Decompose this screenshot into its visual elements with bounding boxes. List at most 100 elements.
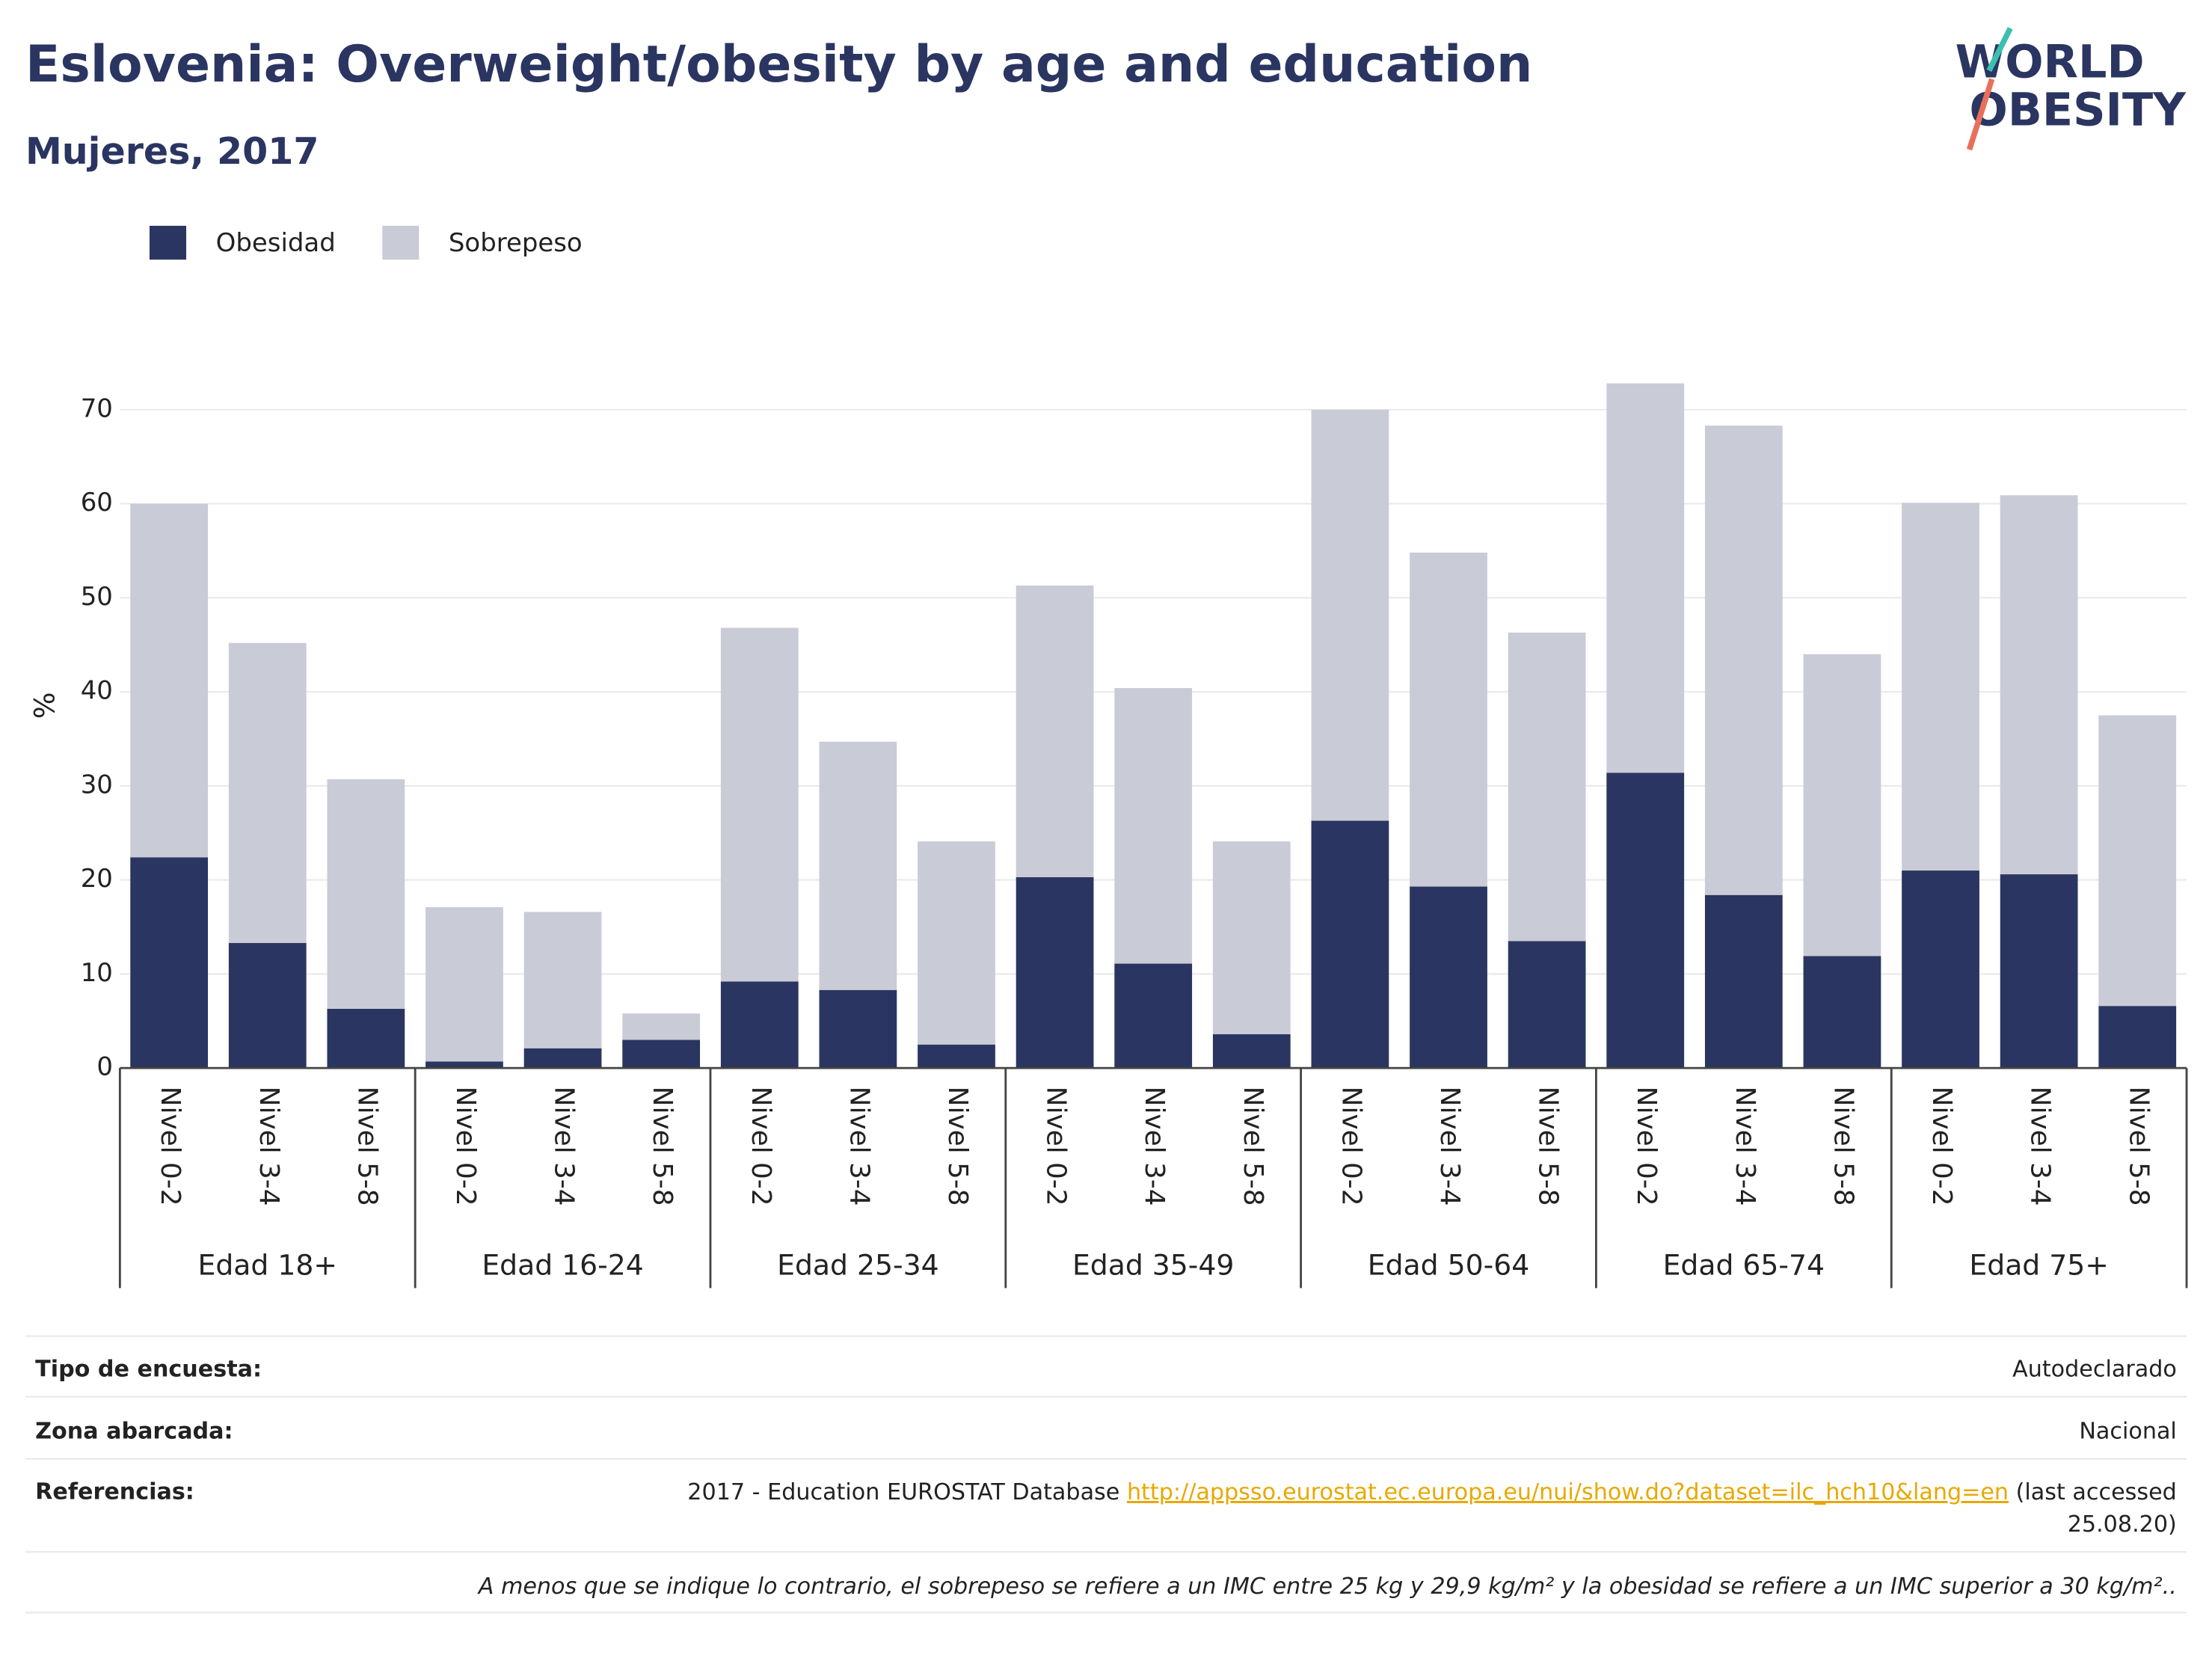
x-tick-label: Nivel 3-4: [549, 1087, 580, 1206]
group-label: Edad 16-24: [482, 1249, 643, 1282]
y-tick-label: 70: [81, 393, 113, 423]
group-label: Edad 65-74: [1663, 1249, 1825, 1282]
x-tick-label: Nivel 0-2: [1041, 1087, 1072, 1206]
logo-slash: [1986, 27, 2013, 73]
bar-segment: [327, 1008, 405, 1069]
legend-label: Obesidad: [216, 228, 336, 258]
bar-segment: [228, 642, 307, 943]
reference-text: 2017 - Education EUROSTAT Database http:…: [687, 1479, 2177, 1505]
bar-segment: [2098, 715, 2177, 1007]
y-tick-label: 10: [81, 958, 113, 988]
logo-text: WORLD: [1956, 36, 2145, 88]
bar-segment: [622, 1040, 701, 1069]
bar-segment: [228, 942, 307, 1069]
y-tick-label: 30: [81, 770, 113, 799]
group-label: Edad 50-64: [1368, 1249, 1529, 1282]
x-tick-label: Nivel 3-4: [2025, 1087, 2056, 1206]
x-tick-label: Nivel 3-4: [254, 1087, 284, 1206]
bar-segment: [720, 627, 799, 982]
bar-segment: [1902, 503, 1979, 871]
bar-segment: [1704, 894, 1783, 1069]
bar-segment: [1803, 956, 1881, 1069]
bar-segment: [819, 989, 897, 1069]
group-label: Edad 18+: [198, 1249, 337, 1282]
chart-title: Eslovenia: Overweight/obesity by age and…: [25, 35, 1532, 94]
bar-segment: [1508, 632, 1586, 942]
x-tick-label: Nivel 5-8: [942, 1087, 973, 1206]
y-tick-label: 50: [81, 582, 113, 612]
bar-segment: [130, 503, 209, 858]
reference-link: http://appsso.eurostat.ec.europa.eu/nui/…: [1127, 1479, 2009, 1505]
y-tick-label: 60: [81, 488, 113, 518]
bar-segment: [622, 1013, 701, 1040]
reference-suffix: (last accessed: [2009, 1479, 2177, 1505]
bar-segment: [1114, 963, 1193, 1069]
bar-segment: [918, 1044, 995, 1069]
x-tick-label: Nivel 0-2: [1336, 1087, 1366, 1206]
group-label: Edad 75+: [1969, 1249, 2108, 1282]
x-tick-label: Nivel 5-8: [1828, 1087, 1858, 1206]
x-tick-label: Nivel 0-2: [1631, 1087, 1662, 1206]
bar-segment: [2000, 495, 2078, 875]
bar-segment: [130, 857, 209, 1069]
reference-suffix: 25.08.20): [2068, 1511, 2177, 1538]
bar-segment: [1311, 409, 1389, 821]
bar-segment: [523, 912, 602, 1048]
y-tick-label: 0: [96, 1052, 113, 1082]
x-tick-label: Nivel 5-8: [1533, 1087, 1564, 1206]
bar-segment: [2098, 1006, 2177, 1069]
chart-subtitle: Mujeres, 2017: [25, 129, 319, 173]
y-axis-label: %: [28, 692, 61, 719]
x-tick-label: Nivel 5-8: [351, 1087, 382, 1206]
y-tick-label: 40: [81, 676, 113, 706]
bar-segment: [1704, 426, 1783, 895]
bar-segment: [1803, 654, 1881, 957]
x-tick-label: Nivel 3-4: [844, 1087, 874, 1206]
bar-segment: [1212, 1034, 1291, 1069]
bar-segment: [1606, 383, 1685, 773]
footnote: A menos que se indique lo contrario, el …: [477, 1573, 2177, 1600]
group-label: Edad 25-34: [777, 1249, 938, 1282]
bar-segment: [523, 1048, 602, 1069]
x-tick-label: Nivel 0-2: [155, 1087, 185, 1206]
logo-text: OBESITY: [1970, 85, 2187, 137]
bar-segment: [1410, 552, 1487, 887]
bar-segment: [1311, 820, 1389, 1069]
logo-slash: [1966, 78, 1995, 151]
footer-label: Referencias:: [35, 1479, 194, 1505]
legend-label: Sobrepeso: [449, 228, 583, 258]
bar-segment: [819, 741, 897, 990]
x-tick-label: Nivel 5-8: [2123, 1087, 2154, 1206]
legend-swatch: [382, 225, 420, 260]
bar-segment: [1016, 876, 1094, 1069]
group-label: Edad 35-49: [1072, 1249, 1234, 1282]
x-tick-label: Nivel 0-2: [450, 1087, 481, 1206]
x-tick-label: Nivel 5-8: [647, 1087, 678, 1206]
bar-segment: [1016, 585, 1094, 877]
y-tick-label: 20: [81, 864, 113, 894]
bar-segment: [1212, 841, 1291, 1034]
x-tick-label: Nivel 5-8: [1238, 1087, 1268, 1206]
bar-segment: [425, 1061, 503, 1069]
x-tick-label: Nivel 0-2: [746, 1087, 776, 1206]
legend-swatch: [149, 225, 187, 260]
footer-label: Zona abarcada:: [35, 1418, 233, 1444]
bar-segment: [1606, 773, 1685, 1069]
bar-segment: [425, 907, 503, 1062]
bar-segment: [918, 841, 995, 1045]
bar-segment: [1114, 688, 1193, 964]
footer-value: Autodeclarado: [2012, 1356, 2177, 1382]
reference-source: 2017 - Education EUROSTAT Database: [687, 1479, 1127, 1505]
x-tick-label: Nivel 3-4: [1730, 1087, 1760, 1206]
bar-segment: [2000, 874, 2078, 1069]
x-tick-label: Nivel 0-2: [1926, 1087, 1957, 1206]
footer-value: Nacional: [2079, 1418, 2177, 1444]
bar-segment: [1902, 871, 1979, 1069]
x-tick-label: Nivel 3-4: [1434, 1087, 1465, 1206]
bar-segment: [1508, 941, 1586, 1069]
x-tick-label: Nivel 3-4: [1139, 1087, 1170, 1206]
bar-segment: [1410, 886, 1487, 1069]
footer-label: Tipo de encuesta:: [35, 1356, 262, 1382]
